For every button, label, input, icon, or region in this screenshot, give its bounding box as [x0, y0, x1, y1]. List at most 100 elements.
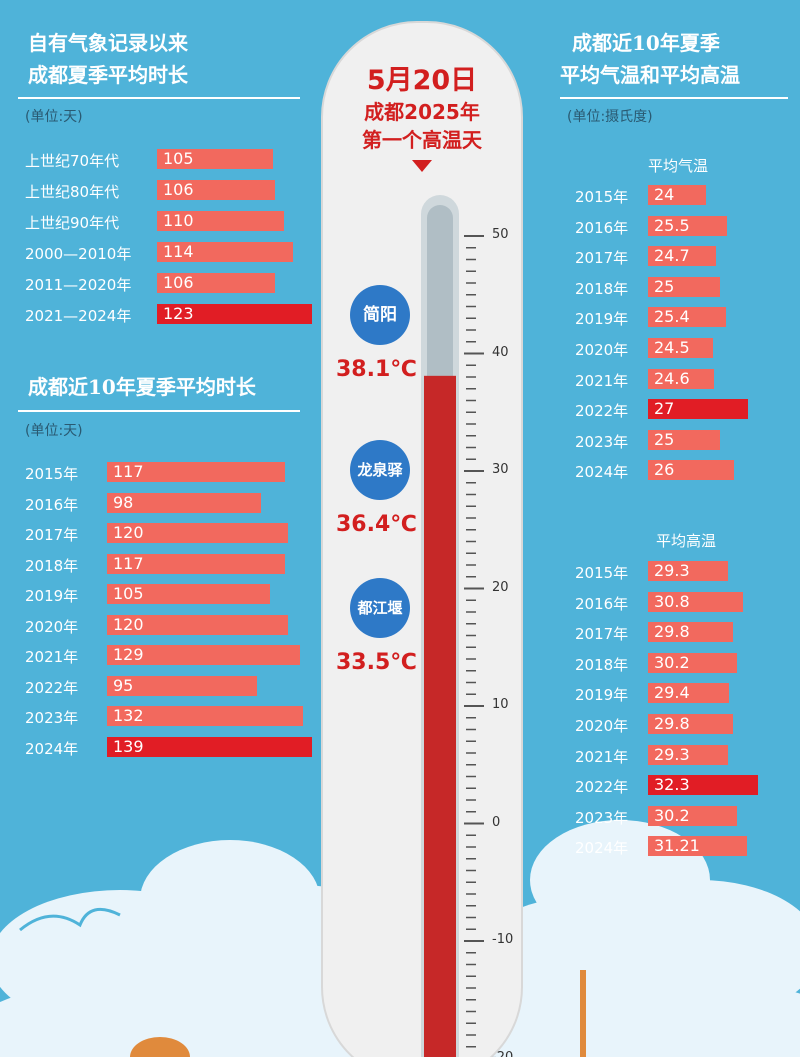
thermo-date: 5月20日	[366, 65, 478, 96]
year-duration-label: 2020年	[25, 617, 79, 636]
high-temp-bar: 29.3	[648, 561, 728, 581]
tick-label: 10	[492, 697, 509, 712]
city-badge: 都江堰	[350, 578, 410, 638]
avg-temp-bar: 27	[648, 399, 748, 420]
high-temp-bar: 32.3	[648, 775, 758, 796]
tick-label: 0	[492, 814, 501, 830]
decade-bar: 114	[157, 242, 293, 262]
avg-temp-bar: 25.5	[648, 215, 727, 236]
avg-temp-bar: 24.6	[648, 368, 714, 389]
city-temperature: 33.5℃	[336, 650, 417, 675]
year-duration-bar: 105	[107, 584, 270, 604]
decade-label: 上世纪80年代	[25, 183, 120, 201]
year-duration-bar: 120	[107, 614, 288, 635]
decade-label: 2000—2010年	[25, 245, 132, 263]
city-badge: 简阳	[350, 285, 410, 345]
year-duration-label: 2015年	[25, 465, 79, 483]
left-bottom-divider	[18, 410, 300, 412]
year-duration-bar: 139	[107, 736, 312, 757]
avg-temp-bar: 25	[648, 429, 720, 450]
high-temp-bar: 29.4	[648, 683, 729, 704]
avg-temp-label: 2015年	[575, 188, 629, 206]
avg-temp-bar: 24	[648, 185, 706, 205]
high-temp-label: 2015年	[575, 564, 629, 582]
high-temp-bar: 29.8	[648, 714, 733, 734]
high-temp-bar: 29.3	[648, 744, 728, 765]
city-temperature: 36.4℃	[336, 512, 417, 537]
city-temperature: 38.1℃	[336, 357, 417, 382]
avg-temp-label: 2021年	[575, 371, 629, 390]
left-top-title-1: 自有气象记录以来	[28, 31, 188, 55]
high-temp-label: 2018年	[575, 655, 629, 674]
high-temp-label: 2020年	[575, 717, 629, 735]
avg-temp-label: 2020年	[575, 341, 629, 359]
tick-label: 30	[492, 462, 509, 477]
avg-temp-bar: 25	[648, 276, 720, 297]
high-temp-bar: 30.8	[648, 591, 743, 612]
year-duration-bar: 132	[107, 706, 303, 726]
avg-temp-bar: 24.5	[648, 338, 713, 358]
avg-temp-label: 2019年	[575, 310, 629, 329]
high-temp-label: 2017年	[575, 625, 629, 644]
year-duration-label: 2022年	[25, 678, 79, 697]
high-temp-label: 2023年	[575, 808, 629, 827]
year-duration-label: 2024年	[25, 739, 79, 758]
year-duration-bar: 98	[107, 492, 261, 513]
decade-bar: 110	[157, 211, 284, 231]
year-duration-bar: 120	[107, 523, 288, 543]
year-duration-label: 2021年	[25, 648, 79, 666]
year-duration-label: 2023年	[25, 709, 79, 727]
high-temp-label: 2021年	[575, 747, 629, 766]
year-duration-label: 2018年	[25, 556, 79, 575]
left-top-divider	[18, 97, 300, 99]
avg-temp-label: 2017年	[575, 249, 629, 268]
city-badge: 龙泉驿	[350, 440, 410, 500]
tick-label: 50	[492, 227, 509, 242]
avg-temp-label: 2024年	[575, 463, 629, 482]
high-temp-label: 2016年	[575, 594, 629, 613]
decade-bar: 106	[157, 180, 275, 200]
avg-temp-label: 2018年	[575, 279, 629, 298]
left-top-title-2: 成都夏季平均时长	[28, 63, 188, 87]
right-divider	[560, 97, 788, 99]
avg-temp-subtitle: 平均气温	[648, 157, 709, 175]
year-duration-bar: 117	[107, 553, 285, 574]
right-unit: (单位:摄氏度)	[567, 109, 653, 125]
left-bottom-unit: (单位:天)	[25, 423, 83, 439]
year-duration-label: 2019年	[25, 587, 79, 605]
avg-temp-bar: 26	[648, 460, 734, 481]
high-temp-label: 2022年	[575, 778, 629, 797]
avg-temp-label: 2022年	[575, 402, 629, 421]
high-temp-label: 2024年	[575, 839, 629, 858]
tick-label: 40	[492, 344, 509, 360]
decade-bar: 105	[157, 149, 273, 169]
avg-temp-label: 2016年	[575, 218, 629, 237]
thermo-line3: 第一个高温天	[362, 128, 482, 152]
left-bottom-title: 成都近10年夏季平均时长	[28, 375, 256, 399]
decade-label: 上世纪90年代	[25, 214, 120, 232]
year-duration-label: 2016年	[25, 495, 79, 514]
decade-label: 2011—2020年	[25, 276, 132, 294]
left-top-unit: (单位:天)	[25, 109, 83, 125]
tick-label: -20	[492, 1049, 514, 1057]
high-temp-bar: 30.2	[648, 805, 737, 826]
high-temp-bar: 30.2	[648, 652, 737, 673]
mercury-column	[424, 375, 456, 1057]
high-temp-bar: 29.8	[648, 622, 733, 643]
right-title-1: 成都近10年夏季	[572, 31, 720, 55]
high-temp-label: 2019年	[575, 686, 629, 705]
decade-label: 2021—2024年	[25, 307, 132, 325]
high-temp-subtitle: 平均高温	[656, 532, 717, 550]
high-temp-bar: 31.21	[648, 836, 747, 857]
tick-label: 20	[492, 579, 509, 595]
tick-label: -10	[492, 932, 514, 947]
year-duration-label: 2017年	[25, 526, 79, 544]
decade-bar: 123	[157, 304, 312, 324]
avg-temp-bar: 25.4	[648, 307, 726, 328]
avg-temp-label: 2023年	[575, 432, 629, 451]
right-title-2: 平均气温和平均高温	[560, 63, 740, 87]
year-duration-bar: 117	[107, 462, 285, 482]
decade-label: 上世纪70年代	[25, 152, 120, 170]
year-duration-bar: 95	[107, 675, 257, 696]
year-duration-bar: 129	[107, 645, 300, 665]
